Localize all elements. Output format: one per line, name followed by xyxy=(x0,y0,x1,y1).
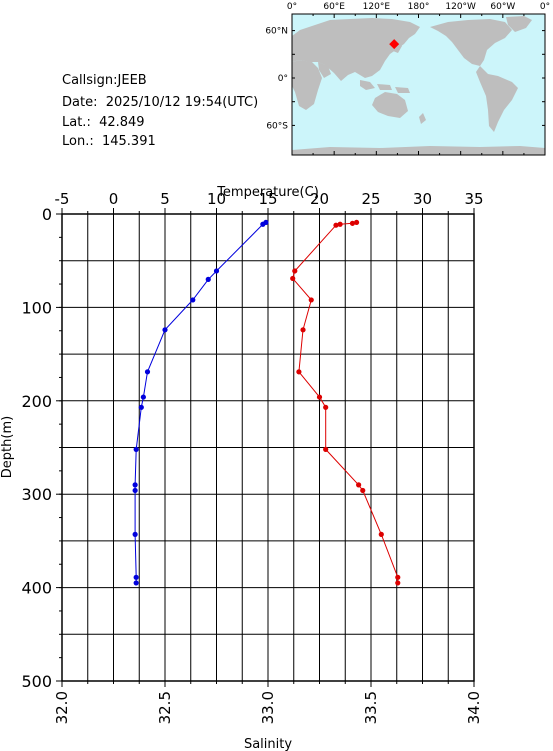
temperature-data-point xyxy=(144,369,151,375)
callsign-label: Callsign:JEEB xyxy=(62,73,147,88)
map-land xyxy=(292,16,545,155)
salinity-data-point xyxy=(292,268,298,274)
map-lat-label: 60°S xyxy=(266,121,288,131)
salinity-data-point xyxy=(333,222,339,228)
date-label: Date: 2025/10/12 19:54(UTC) xyxy=(62,95,259,110)
temperature-data-point xyxy=(132,531,138,537)
temperature-data-point xyxy=(132,482,138,488)
temperature-tick-label: 5 xyxy=(160,190,170,208)
depth-tick-label: 200 xyxy=(21,392,52,411)
temperature-data-point xyxy=(138,404,144,410)
depth-tick-label: 400 xyxy=(21,579,52,598)
temperature-tick-label: 15 xyxy=(258,190,277,208)
north-america-landmass xyxy=(430,19,512,66)
temperature-tick-label: 30 xyxy=(413,190,432,208)
temperature-tick-label: 25 xyxy=(361,190,380,208)
salinity-data-point xyxy=(356,482,362,488)
temperature-data-point xyxy=(133,580,139,586)
temperature-tick-label: 20 xyxy=(310,190,329,208)
indonesia-island xyxy=(377,84,392,90)
salinity-data-point xyxy=(378,531,384,537)
temperature-data-point xyxy=(213,268,220,274)
australia-landmass xyxy=(372,92,408,118)
salinity-data-point xyxy=(308,297,314,303)
map-left-labels: 60°N 0° 60°S xyxy=(265,27,288,132)
depth-axis-label: Depth(m) xyxy=(0,416,15,478)
africa-landmass xyxy=(292,60,322,110)
temperature-tick-label: 0 xyxy=(109,190,119,208)
salinity-tick-label: 33.5 xyxy=(362,691,380,724)
map-ticks xyxy=(291,14,546,155)
temperature-data-point xyxy=(260,221,266,227)
map-lon-label: 120°E xyxy=(363,2,391,12)
map-lon-label: 120°W xyxy=(445,2,476,12)
salinity-data-point xyxy=(323,404,329,410)
map-lon-label: 60°E xyxy=(323,2,345,12)
temperature-tick-label: 35 xyxy=(464,190,483,208)
antarctica-landmass xyxy=(292,146,545,155)
map-lon-label: 0° xyxy=(540,2,550,12)
south-america-landmass xyxy=(476,66,518,132)
temperature-axis-label: Temperature(C) xyxy=(216,185,319,200)
chart-series xyxy=(132,219,401,586)
map-lon-label: 180° xyxy=(408,2,430,12)
longitude-label: Lon.: 145.391 xyxy=(62,134,156,149)
map-lat-label: 60°N xyxy=(265,27,288,37)
temperature-tick-label: -5 xyxy=(55,190,70,208)
temperature-data-point xyxy=(132,487,138,494)
salinity-data-point xyxy=(349,220,356,226)
station-marker-icon xyxy=(389,39,400,50)
salinity-data-point xyxy=(316,394,323,400)
salinity-tick-label: 32.5 xyxy=(156,691,174,724)
map-lon-label: 60°W xyxy=(490,2,515,12)
temperature-data-point xyxy=(133,574,139,580)
temperature-data-point xyxy=(190,297,196,303)
indonesia-island xyxy=(360,80,375,90)
depth-tick-label: 100 xyxy=(21,298,52,317)
new-guinea-island xyxy=(395,87,410,93)
eurasia-landmass xyxy=(292,18,420,81)
map-lat-label: 0° xyxy=(278,74,288,84)
temperature-data-point xyxy=(133,446,139,452)
salinity-tick-label: 32.0 xyxy=(53,691,71,724)
temperature-tick-label: 10 xyxy=(207,190,226,208)
temperature-profile-line xyxy=(134,221,267,583)
salinity-tick-label: 34.0 xyxy=(465,691,483,724)
salinity-data-point xyxy=(395,574,401,580)
salinity-axis-label: Salinity xyxy=(244,737,292,751)
salinity-data-point xyxy=(353,219,360,226)
map-lon-label: 0° xyxy=(287,2,297,12)
depth-tick-label: 300 xyxy=(21,485,52,504)
map-top-labels: 0° 60°E 120°E 180° 120°W 60°W 0° xyxy=(287,2,550,12)
latitude-label: Lat.: 42.849 xyxy=(62,115,145,130)
world-map: 0° 60°E 120°E 180° 120°W 60°W 0° 60°N 0° 60°S xyxy=(265,2,550,156)
salinity-data-point xyxy=(360,487,366,494)
salinity-data-point xyxy=(296,369,302,375)
depth-tick-label: 500 xyxy=(21,672,52,691)
temperature-data-point xyxy=(140,394,146,400)
salinity-data-point xyxy=(290,275,296,282)
chart-grid xyxy=(61,213,475,682)
salinity-tick-label: 33.0 xyxy=(259,691,277,724)
temperature-data-point xyxy=(162,327,168,333)
salinity-data-point xyxy=(337,221,343,227)
depth-tick-label: 0 xyxy=(42,205,52,224)
greenland-landmass xyxy=(506,16,532,32)
salinity-data-point xyxy=(300,327,306,333)
new-zealand-island xyxy=(419,113,426,124)
temperature-data-point xyxy=(205,276,211,282)
salinity-data-point xyxy=(395,580,401,586)
arabia-landmass xyxy=(318,62,331,78)
salinity-data-point xyxy=(323,446,329,452)
